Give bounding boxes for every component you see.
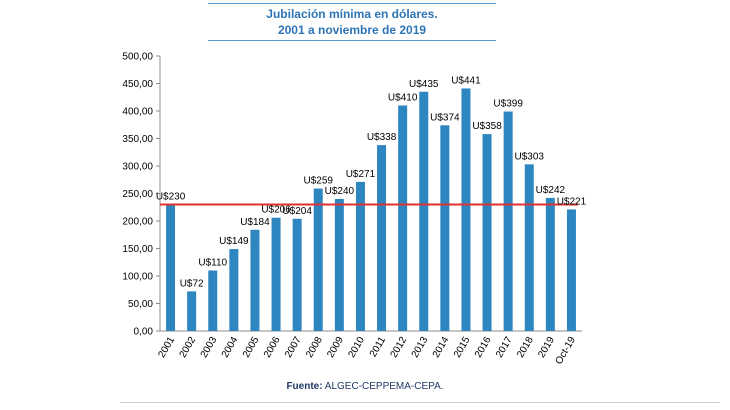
x-tick-label: 2002: [178, 335, 199, 360]
x-tick-label: 2009: [325, 335, 346, 360]
data-label: U$259: [304, 176, 334, 187]
bar: [250, 229, 260, 331]
x-tick-label: Oct-19: [554, 335, 579, 367]
bar: [187, 291, 197, 331]
bar: [334, 199, 344, 331]
bar: [461, 88, 471, 331]
bar: [229, 249, 239, 331]
x-tick-label: 2017: [494, 335, 515, 360]
bar: [566, 209, 576, 331]
y-tick-label: 0,00: [134, 327, 154, 338]
bar: [355, 181, 365, 331]
data-label: U$204: [282, 206, 312, 217]
bar: [524, 164, 534, 331]
bar: [440, 125, 450, 331]
data-label: U$435: [409, 79, 439, 90]
data-label: U$149: [219, 236, 249, 247]
x-tick-label: 2006: [262, 335, 283, 360]
y-tick-label: 250,00: [122, 189, 153, 200]
source-text: ALGEC-CEPPEMA-CEPA.: [324, 381, 444, 392]
y-tick-label: 400,00: [122, 107, 153, 118]
bar: [166, 204, 176, 331]
x-tick-label: 2015: [452, 335, 473, 360]
x-tick-label: 2004: [220, 335, 241, 360]
source-note: Fuente: ALGEC-CEPPEMA-CEPA.: [0, 381, 730, 392]
x-tick-label: 2007: [283, 335, 304, 360]
bar: [419, 91, 429, 331]
bar: [377, 145, 387, 331]
data-label: U$358: [472, 121, 502, 132]
y-tick-label: 500,00: [122, 52, 153, 63]
bottom-divider: [120, 402, 720, 403]
y-tick-label: 450,00: [122, 79, 153, 90]
data-label: U$110: [198, 258, 227, 269]
chart-title: Jubilación mínima en dólares. 2001 a nov…: [208, 3, 496, 41]
data-label: U$374: [430, 112, 460, 123]
data-label: U$399: [493, 99, 523, 110]
x-tick-label: 2013: [410, 335, 431, 360]
data-label: U$184: [240, 217, 270, 228]
data-label: U$441: [451, 75, 481, 86]
data-label: U$271: [346, 169, 376, 180]
bar: [482, 134, 492, 331]
x-tick-label: 2018: [515, 335, 536, 360]
data-label: U$303: [515, 151, 545, 162]
data-label: U$338: [367, 132, 397, 143]
data-label: U$206: [261, 205, 291, 216]
bar: [292, 218, 302, 331]
y-tick-label: 150,00: [122, 244, 153, 255]
y-tick-label: 300,00: [122, 162, 153, 173]
x-tick-label: 2008: [304, 335, 325, 360]
data-label: U$410: [388, 93, 418, 104]
data-label: U$72: [180, 278, 204, 289]
data-label: U$221: [557, 196, 587, 207]
y-tick-label: 100,00: [122, 272, 153, 283]
bar: [271, 217, 281, 331]
y-tick-label: 50,00: [128, 299, 153, 310]
data-label: U$230: [156, 192, 186, 203]
bar: [503, 111, 513, 331]
x-tick-label: 2005: [241, 335, 262, 360]
bar: [208, 270, 218, 331]
x-tick-label: 2003: [199, 335, 220, 360]
x-tick-label: 2001: [156, 335, 177, 360]
source-label: Fuente:: [286, 381, 323, 392]
x-tick-label: 2010: [346, 335, 367, 360]
bar: [313, 188, 323, 331]
chart-title-line-2: 2001 a noviembre de 2019: [277, 23, 427, 37]
x-tick-label: 2019: [536, 335, 557, 360]
x-tick-label: 2016: [473, 335, 494, 360]
x-tick-label: 2012: [389, 335, 410, 360]
data-label: U$242: [536, 185, 566, 196]
x-tick-label: 2011: [368, 335, 388, 360]
chart-title-line-1: Jubilación mínima en dólares.: [266, 7, 438, 21]
data-label: U$240: [325, 186, 355, 197]
y-tick-label: 350,00: [122, 134, 153, 145]
bar: [545, 197, 555, 331]
y-tick-label: 200,00: [122, 217, 153, 228]
x-tick-label: 2014: [431, 335, 452, 360]
bar: [398, 105, 408, 331]
